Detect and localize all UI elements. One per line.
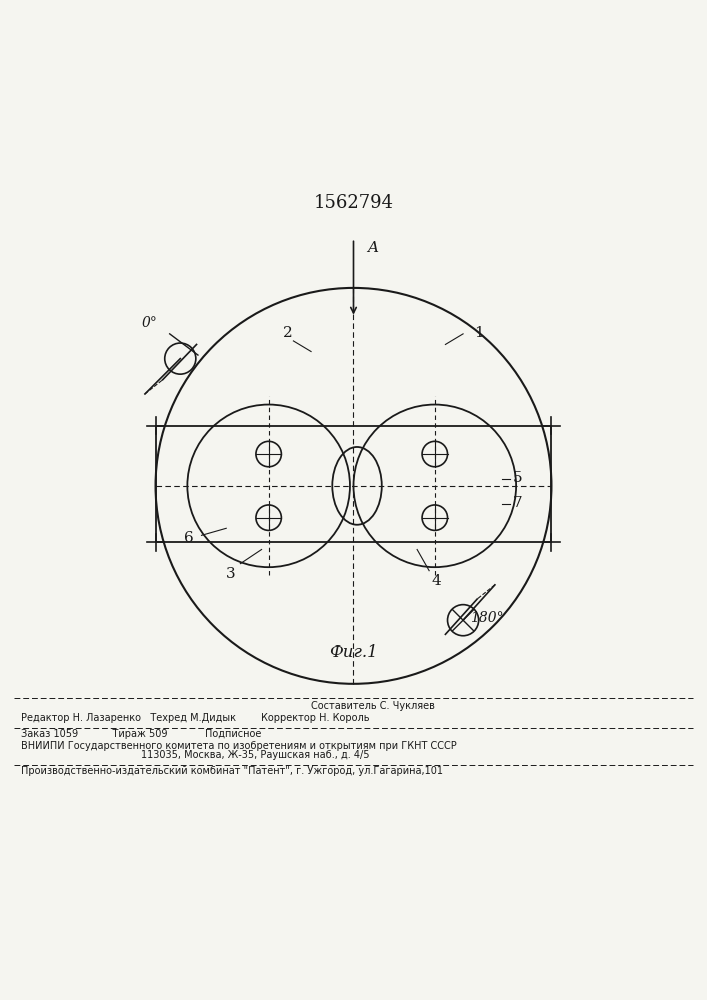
Text: 4: 4 <box>431 574 441 588</box>
Text: 0°: 0° <box>141 316 157 330</box>
Text: A: A <box>368 241 379 255</box>
Text: 5: 5 <box>513 471 522 485</box>
Text: Производственно-издательский комбинат "Патент", г. Ужгород, ул.Гагарина,101: Производственно-издательский комбинат "П… <box>21 766 443 776</box>
Text: 7: 7 <box>513 496 522 510</box>
Text: 1562794: 1562794 <box>313 194 394 212</box>
Text: 1: 1 <box>474 326 484 340</box>
Text: 2: 2 <box>283 326 293 340</box>
Text: Редактор Н. Лазаренко   Техред М.Дидык        Корректор Н. Король: Редактор Н. Лазаренко Техред М.Дидык Кор… <box>21 713 370 723</box>
Bar <box>156 426 551 542</box>
Text: 6: 6 <box>184 531 194 545</box>
Text: 180°: 180° <box>470 611 504 625</box>
Text: ВНИИПИ Государственного комитета по изобретениям и открытиям при ГКНТ СССР: ВНИИПИ Государственного комитета по изоб… <box>21 741 457 751</box>
Text: Заказ 1059           Тираж 509            Подписное: Заказ 1059 Тираж 509 Подписное <box>21 729 262 739</box>
Text: Составитель С. Чукляев: Составитель С. Чукляев <box>311 701 435 711</box>
Text: 3: 3 <box>226 567 236 581</box>
Text: 113035, Москва, Ж-35, Раушская наб., д. 4/5: 113035, Москва, Ж-35, Раушская наб., д. … <box>141 750 370 760</box>
Text: Фиг.1: Фиг.1 <box>329 644 378 661</box>
